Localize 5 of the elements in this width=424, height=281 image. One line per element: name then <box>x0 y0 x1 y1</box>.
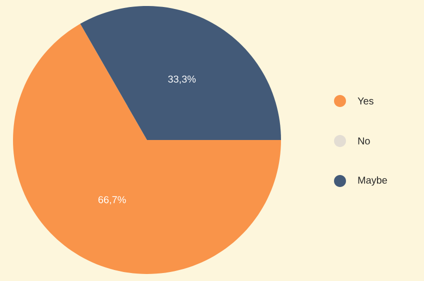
legend-label: No <box>358 138 370 144</box>
data-label: 66,7% <box>98 196 126 204</box>
legend-label: Maybe <box>358 176 387 186</box>
legend-label: Yes <box>358 98 374 104</box>
data-label: 33,3% <box>168 76 196 84</box>
